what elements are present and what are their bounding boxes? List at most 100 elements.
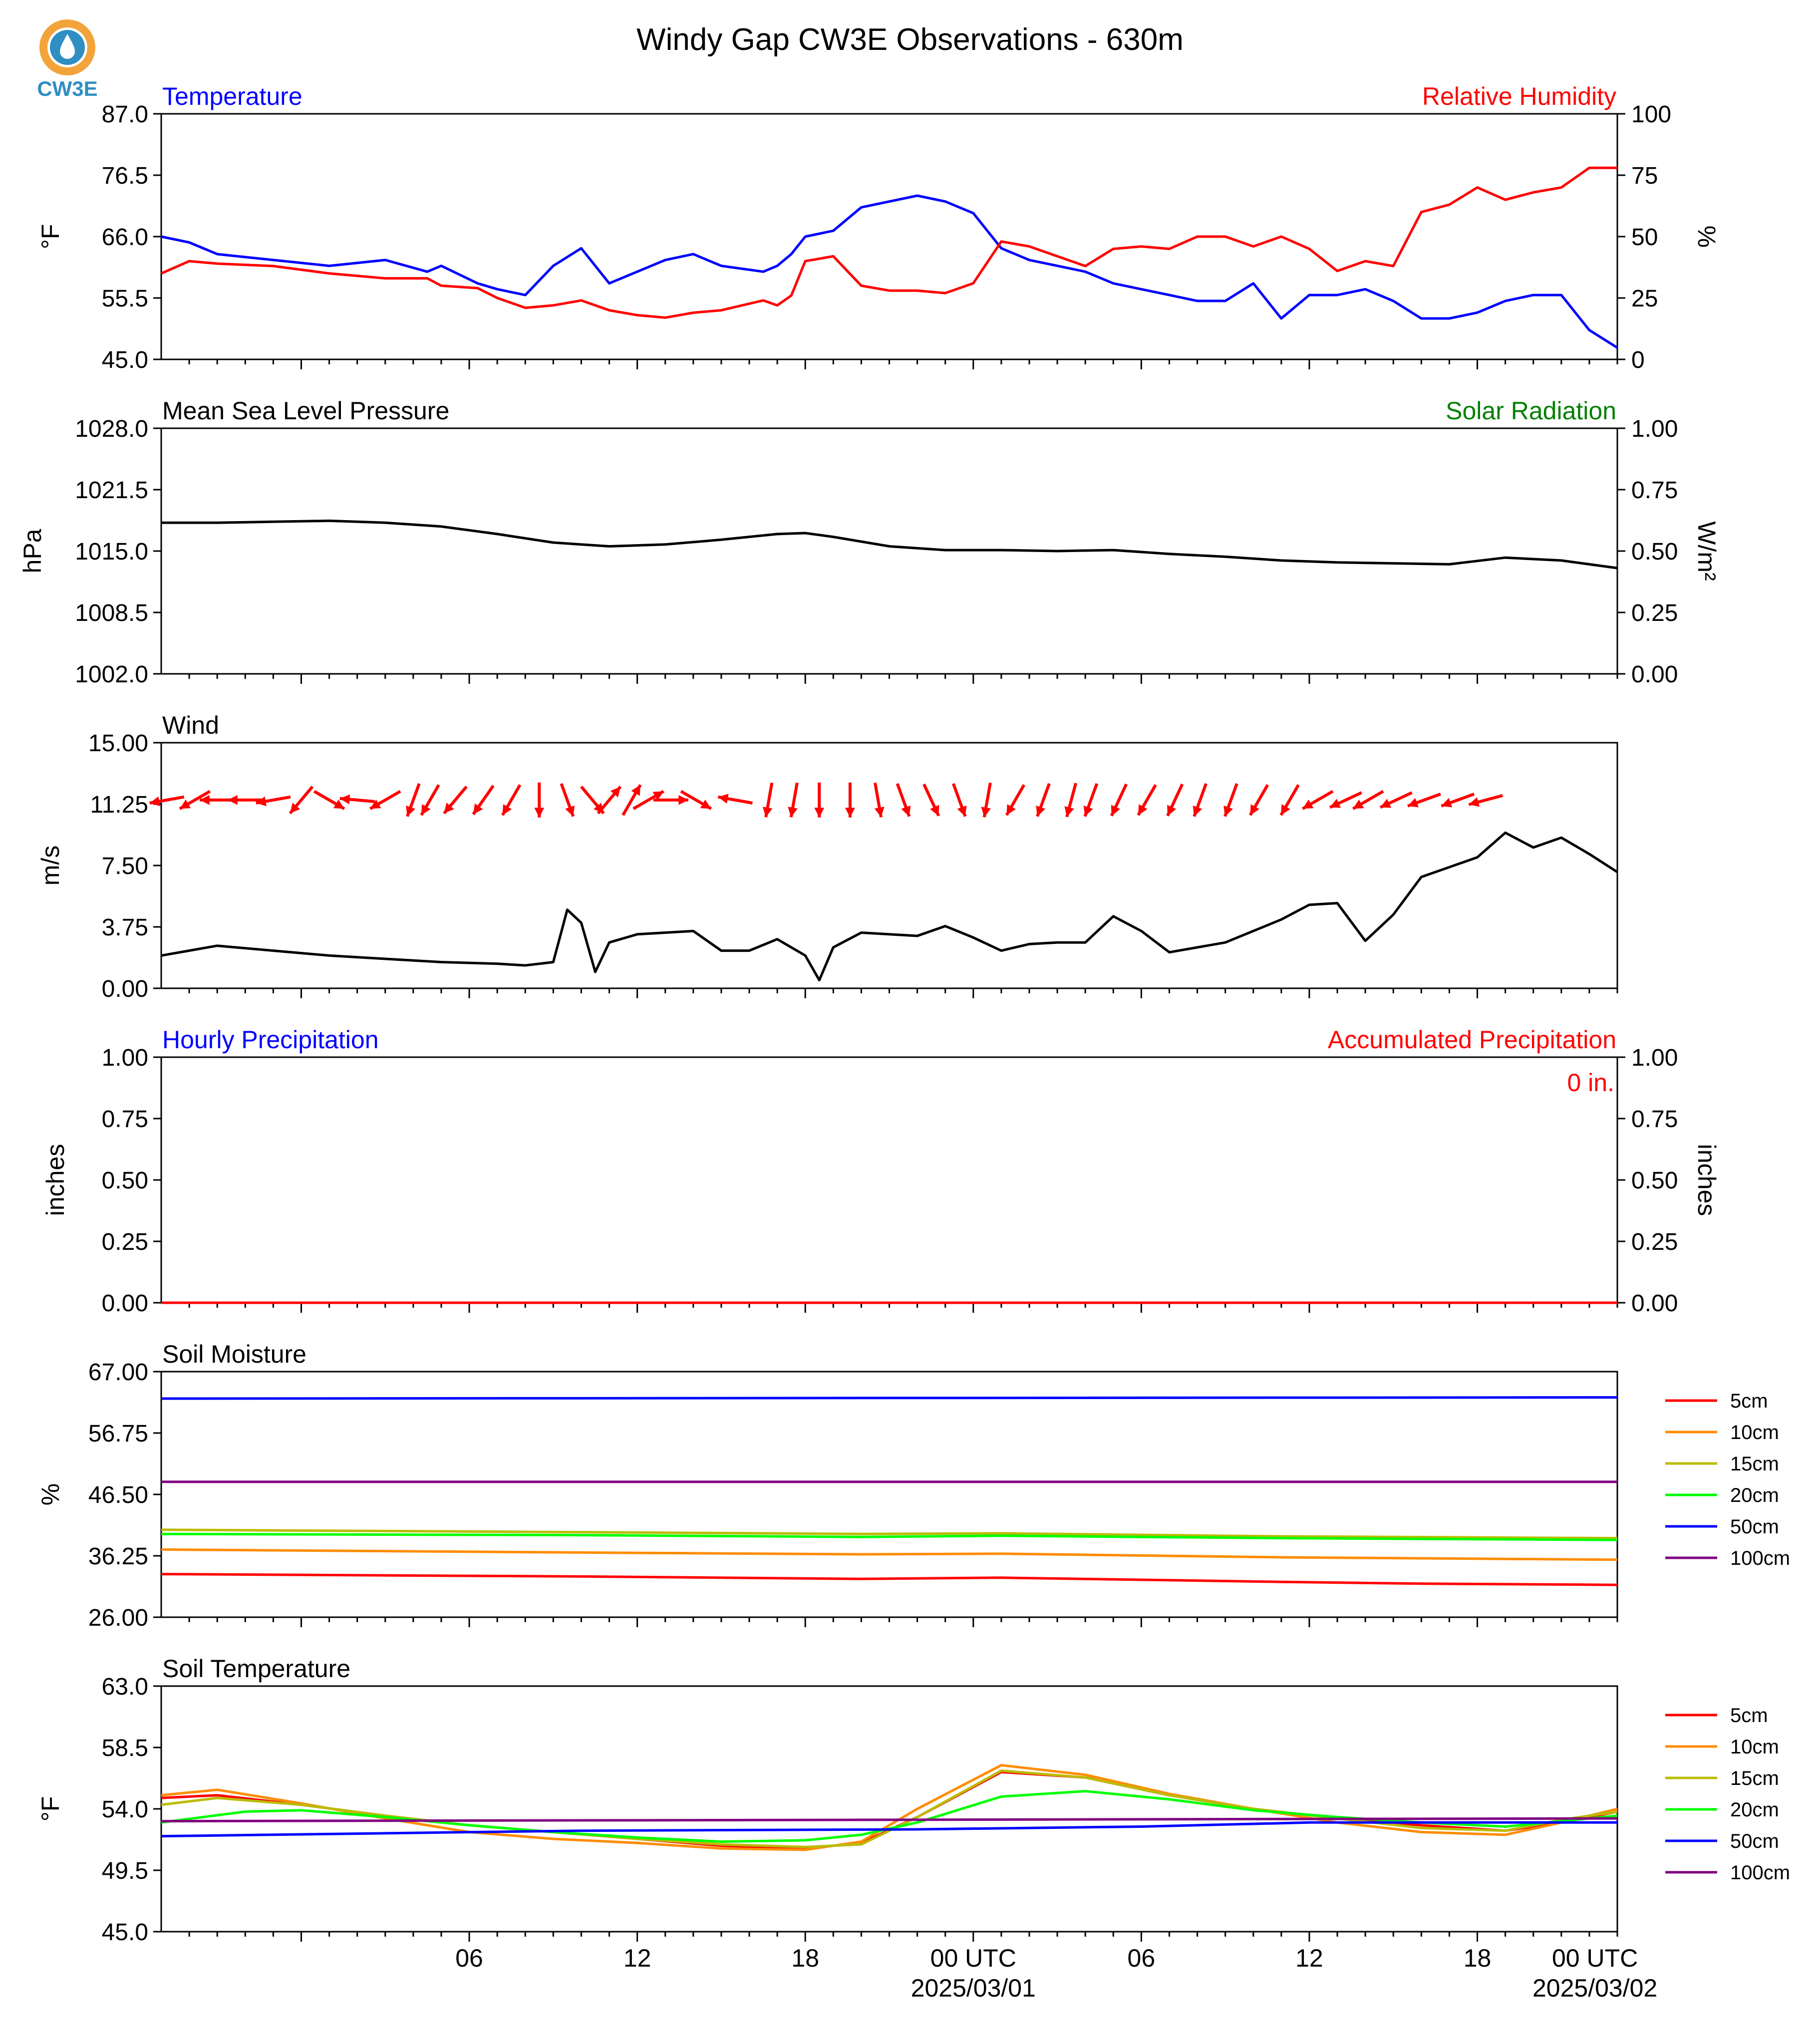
wind-arrow-head [473, 803, 483, 815]
plot-frame [160, 1685, 1618, 1933]
wind-arrow [1279, 784, 1300, 816]
y-tick-label: 66.0 [102, 224, 148, 251]
figure-title: Windy Gap CW3E Observations - 630m [636, 22, 1184, 57]
panel-3: Hourly Precipitation Accumulated Precipit… [41, 1026, 1721, 1317]
wind-arrow-head [1223, 805, 1233, 817]
logo-ring [39, 19, 95, 75]
right-y-tick-label: 0.75 [1631, 477, 1678, 504]
wind-arrow [534, 782, 545, 818]
wind-arrow [981, 782, 992, 818]
y-tick-label: 0.25 [102, 1229, 148, 1255]
wind-arrow [896, 783, 911, 817]
wind-arrow-head [370, 799, 381, 809]
plot-frame [160, 427, 1618, 675]
wind-arrow [179, 790, 211, 810]
x-date-label: 2025/03/01 [911, 1974, 1036, 2002]
y-tick-label: 36.25 [88, 1543, 148, 1570]
series-20cm [161, 1532, 1618, 1541]
wind-arrow-head [1193, 805, 1203, 817]
right-y-tick-label: 0.50 [1631, 1167, 1678, 1194]
legend: 5cm 10cm 15cm 20cm 50cm 100cm [1665, 1705, 1790, 1884]
y-tick-label: 26.00 [88, 1605, 148, 1631]
y-tick-label: 1.00 [102, 1045, 148, 1071]
right-y-tick-label: 1.00 [1631, 1045, 1678, 1071]
y-tick-label: 0.75 [102, 1106, 148, 1133]
legend-label: 5cm [1730, 1705, 1768, 1727]
wind-arrow-head [718, 794, 729, 804]
y-tick-label: 0.50 [102, 1167, 148, 1194]
wind-arrow-head [1167, 805, 1177, 816]
y-tick-label: 7.50 [102, 853, 148, 879]
wind-arrow [289, 786, 314, 815]
wind-arrow [1379, 791, 1413, 809]
accumulated-precip-value: 0 in. [1567, 1069, 1614, 1097]
legend-label: 20cm [1730, 1484, 1779, 1506]
wind-arrow [369, 790, 401, 810]
wind-arrow-head [1064, 806, 1074, 817]
wind-arrow-head [930, 805, 939, 816]
wind-arrow [845, 782, 855, 818]
wind-arrow-head [444, 803, 454, 814]
y-tick-label: 1021.5 [75, 477, 148, 504]
wind-arrow [1083, 783, 1099, 817]
wind-arrow [228, 795, 263, 805]
wind-arrow [1223, 783, 1238, 817]
plot-frame [160, 742, 1618, 989]
wind-arrow-head [845, 808, 855, 818]
series-10cm [161, 1548, 1618, 1561]
panel-left-title: Temperature [162, 82, 303, 110]
wind-arrow-head [874, 807, 885, 818]
panel-left-title: Soil Moisture [162, 1340, 306, 1368]
wind-arrow-head [1380, 799, 1392, 808]
y-tick-label: 58.5 [102, 1735, 148, 1761]
series-15cm [161, 1769, 1618, 1848]
legend-label: 100cm [1730, 1862, 1790, 1884]
right-y-tick-label: 25 [1631, 286, 1658, 312]
wind-arrow-head [1353, 799, 1364, 809]
series-5cm [161, 1770, 1618, 1850]
x-date-label: 2025/03/02 [1532, 1974, 1657, 2002]
wind-arrow-head [1281, 804, 1290, 816]
panel-1: Mean Sea Level Pressure Solar Radiation 10… [18, 397, 1721, 688]
panel-5: Soil Temperature 63.0 58.5 54.0 49.5 45.0 °F 5c… [36, 1655, 1790, 1946]
y-tick-label: 63.0 [102, 1674, 148, 1700]
logo-drop-icon [60, 34, 75, 59]
right-y-axis-label: W/m² [1693, 521, 1721, 580]
legend-label: 15cm [1730, 1453, 1779, 1475]
y-axis-label: °F [36, 224, 64, 250]
wind-arrow-head [421, 804, 431, 816]
wind-arrow-head [1302, 799, 1314, 809]
wind-arrow [1468, 794, 1503, 807]
y-axis-label: m/s [36, 846, 64, 886]
panel-right-title: Accumulated Precipitation [1328, 1026, 1616, 1054]
wind-arrow [256, 795, 291, 807]
right-y-tick-label: 1.00 [1631, 416, 1678, 442]
y-tick-label: 45.0 [102, 347, 148, 373]
legend-label: 15cm [1730, 1767, 1779, 1789]
wind-arrow [1005, 784, 1026, 816]
chart-panels: Temperature Relative Humidity 87.0 76.5 66.0… [18, 82, 1790, 1946]
x-tick-label: 06 [455, 1944, 483, 1972]
legend: 5cm 10cm 15cm 20cm 50cm 100cm [1665, 1390, 1790, 1569]
series-line-1 [160, 166, 1617, 319]
x-tick-label: 00 UTC [930, 1944, 1016, 1972]
wind-arrow [788, 782, 799, 818]
wind-arrow [560, 783, 575, 817]
plot-frame [160, 1056, 1618, 1304]
y-tick-label: 46.50 [88, 1482, 148, 1508]
y-tick-label: 0.00 [102, 976, 148, 1002]
wind-arrow-head [339, 794, 350, 805]
right-y-tick-label: 75 [1631, 163, 1658, 189]
wind-arrow [717, 794, 753, 805]
series-line-0 [161, 831, 1618, 982]
legend-label: 20cm [1730, 1799, 1779, 1821]
y-tick-label: 15.00 [88, 730, 148, 757]
right-y-tick-label: 50 [1631, 224, 1658, 251]
panel-right-title: Solar Radiation [1446, 397, 1616, 425]
x-tick-label: 06 [1128, 1944, 1156, 1972]
right-y-tick-label: 0 [1631, 347, 1645, 373]
x-tick-label: 18 [791, 1944, 819, 1972]
x-tick-label: 12 [623, 1944, 651, 1972]
series-5cm [161, 1573, 1618, 1586]
